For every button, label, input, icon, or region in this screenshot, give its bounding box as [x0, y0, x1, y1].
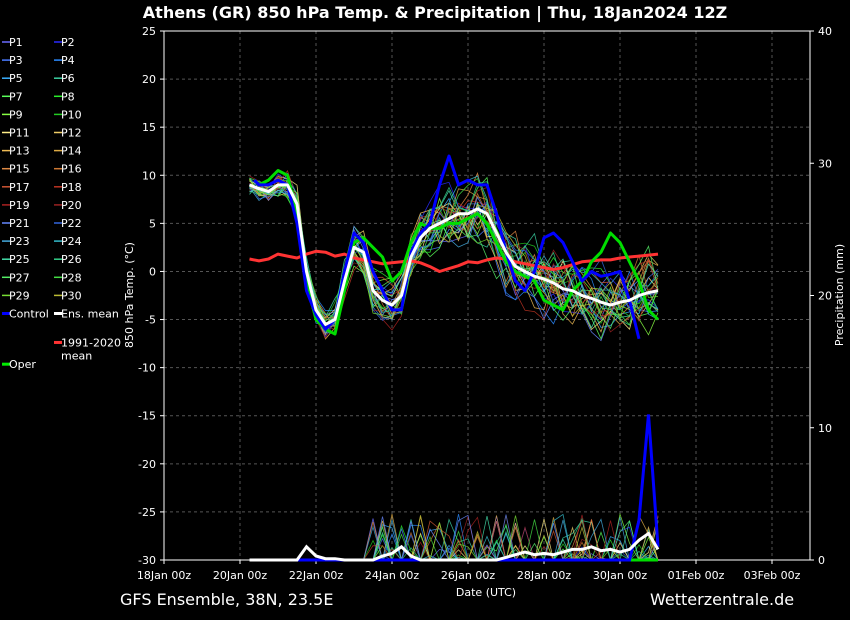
legend-label: P17 [9, 181, 30, 194]
legend-label: P27 [9, 271, 30, 284]
footer-left: GFS Ensemble, 38N, 23.5E [120, 590, 334, 609]
legend-label: P13 [9, 145, 30, 158]
legend-label: P15 [9, 163, 30, 176]
legend-label: P11 [9, 127, 30, 140]
y-tick-label: -5 [145, 314, 156, 327]
member-line-p30 [249, 177, 659, 328]
legend-label: P7 [9, 90, 23, 103]
x-tick-label: 22Jan 00z [289, 569, 343, 582]
legend-label: 1991-2020 mean [61, 336, 121, 362]
y2-tick-label: 20 [818, 290, 832, 303]
x-axis-label: Date (UTC) [456, 586, 516, 599]
precip-line-control [249, 414, 660, 562]
series-line-control [253, 154, 641, 340]
y-tick-label: -25 [138, 506, 156, 519]
y2-tick-label: 30 [818, 157, 832, 170]
legend-label: P29 [9, 289, 30, 302]
axes: 25 20 15 10 5 0 -5 -10 -15 -20 -25 -30 40 30 20 10 0 18Ja… [137, 25, 832, 582]
x-tick-label: 01Feb 00z [668, 569, 725, 582]
y2-tick-label: 0 [818, 554, 825, 567]
legend-label: P30 [61, 289, 82, 302]
legend-label: P14 [61, 145, 82, 158]
legend-label: P21 [9, 217, 30, 230]
legend-label: Oper [9, 358, 36, 371]
series-line-1991-2020-mean [249, 249, 659, 273]
member-line-p28 [249, 177, 659, 326]
y-tick-label: 20 [142, 73, 156, 86]
precip-line-ens-mean [249, 531, 660, 562]
x-tick-label: 20Jan 00z [213, 569, 267, 582]
footer-right: Wetterzentrale.de [650, 590, 795, 609]
y-axis-label: 850 hPa Temp. (°C) [123, 242, 136, 348]
y-tick-label: -10 [138, 362, 156, 375]
legend-label: P16 [61, 163, 82, 176]
y-tick-label: -30 [138, 554, 156, 567]
x-tick-label: 18Jan 00z [137, 569, 191, 582]
legend-label: P20 [61, 199, 82, 212]
legend-label: P19 [9, 199, 30, 212]
legend-label: P22 [61, 217, 82, 230]
legend-label: P2 [61, 36, 75, 49]
legend-label: P25 [9, 253, 30, 266]
legend-label: P9 [9, 108, 23, 121]
member-line-p26 [249, 181, 659, 326]
x-tick-label: 26Jan 00z [441, 569, 495, 582]
y-tick-label: -20 [138, 458, 156, 471]
y-tick-label: 25 [142, 25, 156, 38]
legend: P1 P2 P3 P4 P5 P6 P7 P8 P9 P10 P11 P12 P13 P14 P15 P16 P… [2, 36, 121, 371]
legend-label: P24 [61, 235, 82, 248]
legend-label: P18 [61, 181, 82, 194]
y-tick-label: 10 [142, 169, 156, 182]
legend-label: P10 [61, 108, 82, 121]
legend-label: P23 [9, 235, 30, 248]
legend-label: P5 [9, 72, 23, 85]
legend-label: P6 [61, 72, 75, 85]
y-tick-label: 0 [149, 265, 156, 278]
plot-frame [163, 30, 811, 561]
x-tick-label: 30Jan 00z [593, 569, 647, 582]
y2-tick-label: 40 [818, 25, 832, 38]
main-series-layer [248, 154, 660, 340]
x-tick-label: 24Jan 00z [365, 569, 419, 582]
member-line-p15 [249, 171, 659, 329]
x-tick-label: 28Jan 00z [517, 569, 571, 582]
legend-label: P1 [9, 36, 23, 49]
y-tick-label: 15 [142, 121, 156, 134]
grid [163, 30, 810, 561]
chart-title: Athens (GR) 850 hPa Temp. & Precipitatio… [143, 3, 727, 23]
series-line-ens-mean [248, 183, 659, 326]
member-line-p29 [249, 179, 659, 324]
precip-layer [249, 414, 660, 562]
legend-label: P4 [61, 54, 75, 67]
legend-label: P26 [61, 253, 82, 266]
y-tick-label: -15 [138, 410, 156, 423]
series-line-oper [253, 169, 660, 336]
legend-label: P3 [9, 54, 23, 67]
x-tick-label: 03Feb 00z [744, 569, 801, 582]
legend-label: P12 [61, 127, 82, 140]
y-tick-label: 5 [149, 217, 156, 230]
legend-label: Control [9, 308, 49, 321]
legend-label: P28 [61, 271, 82, 284]
legend-label: P8 [61, 90, 75, 103]
y2-tick-label: 10 [818, 422, 832, 435]
legend-label: Ens. mean [61, 308, 119, 321]
y2-axis-label: Precipitation (mm) [833, 244, 846, 346]
